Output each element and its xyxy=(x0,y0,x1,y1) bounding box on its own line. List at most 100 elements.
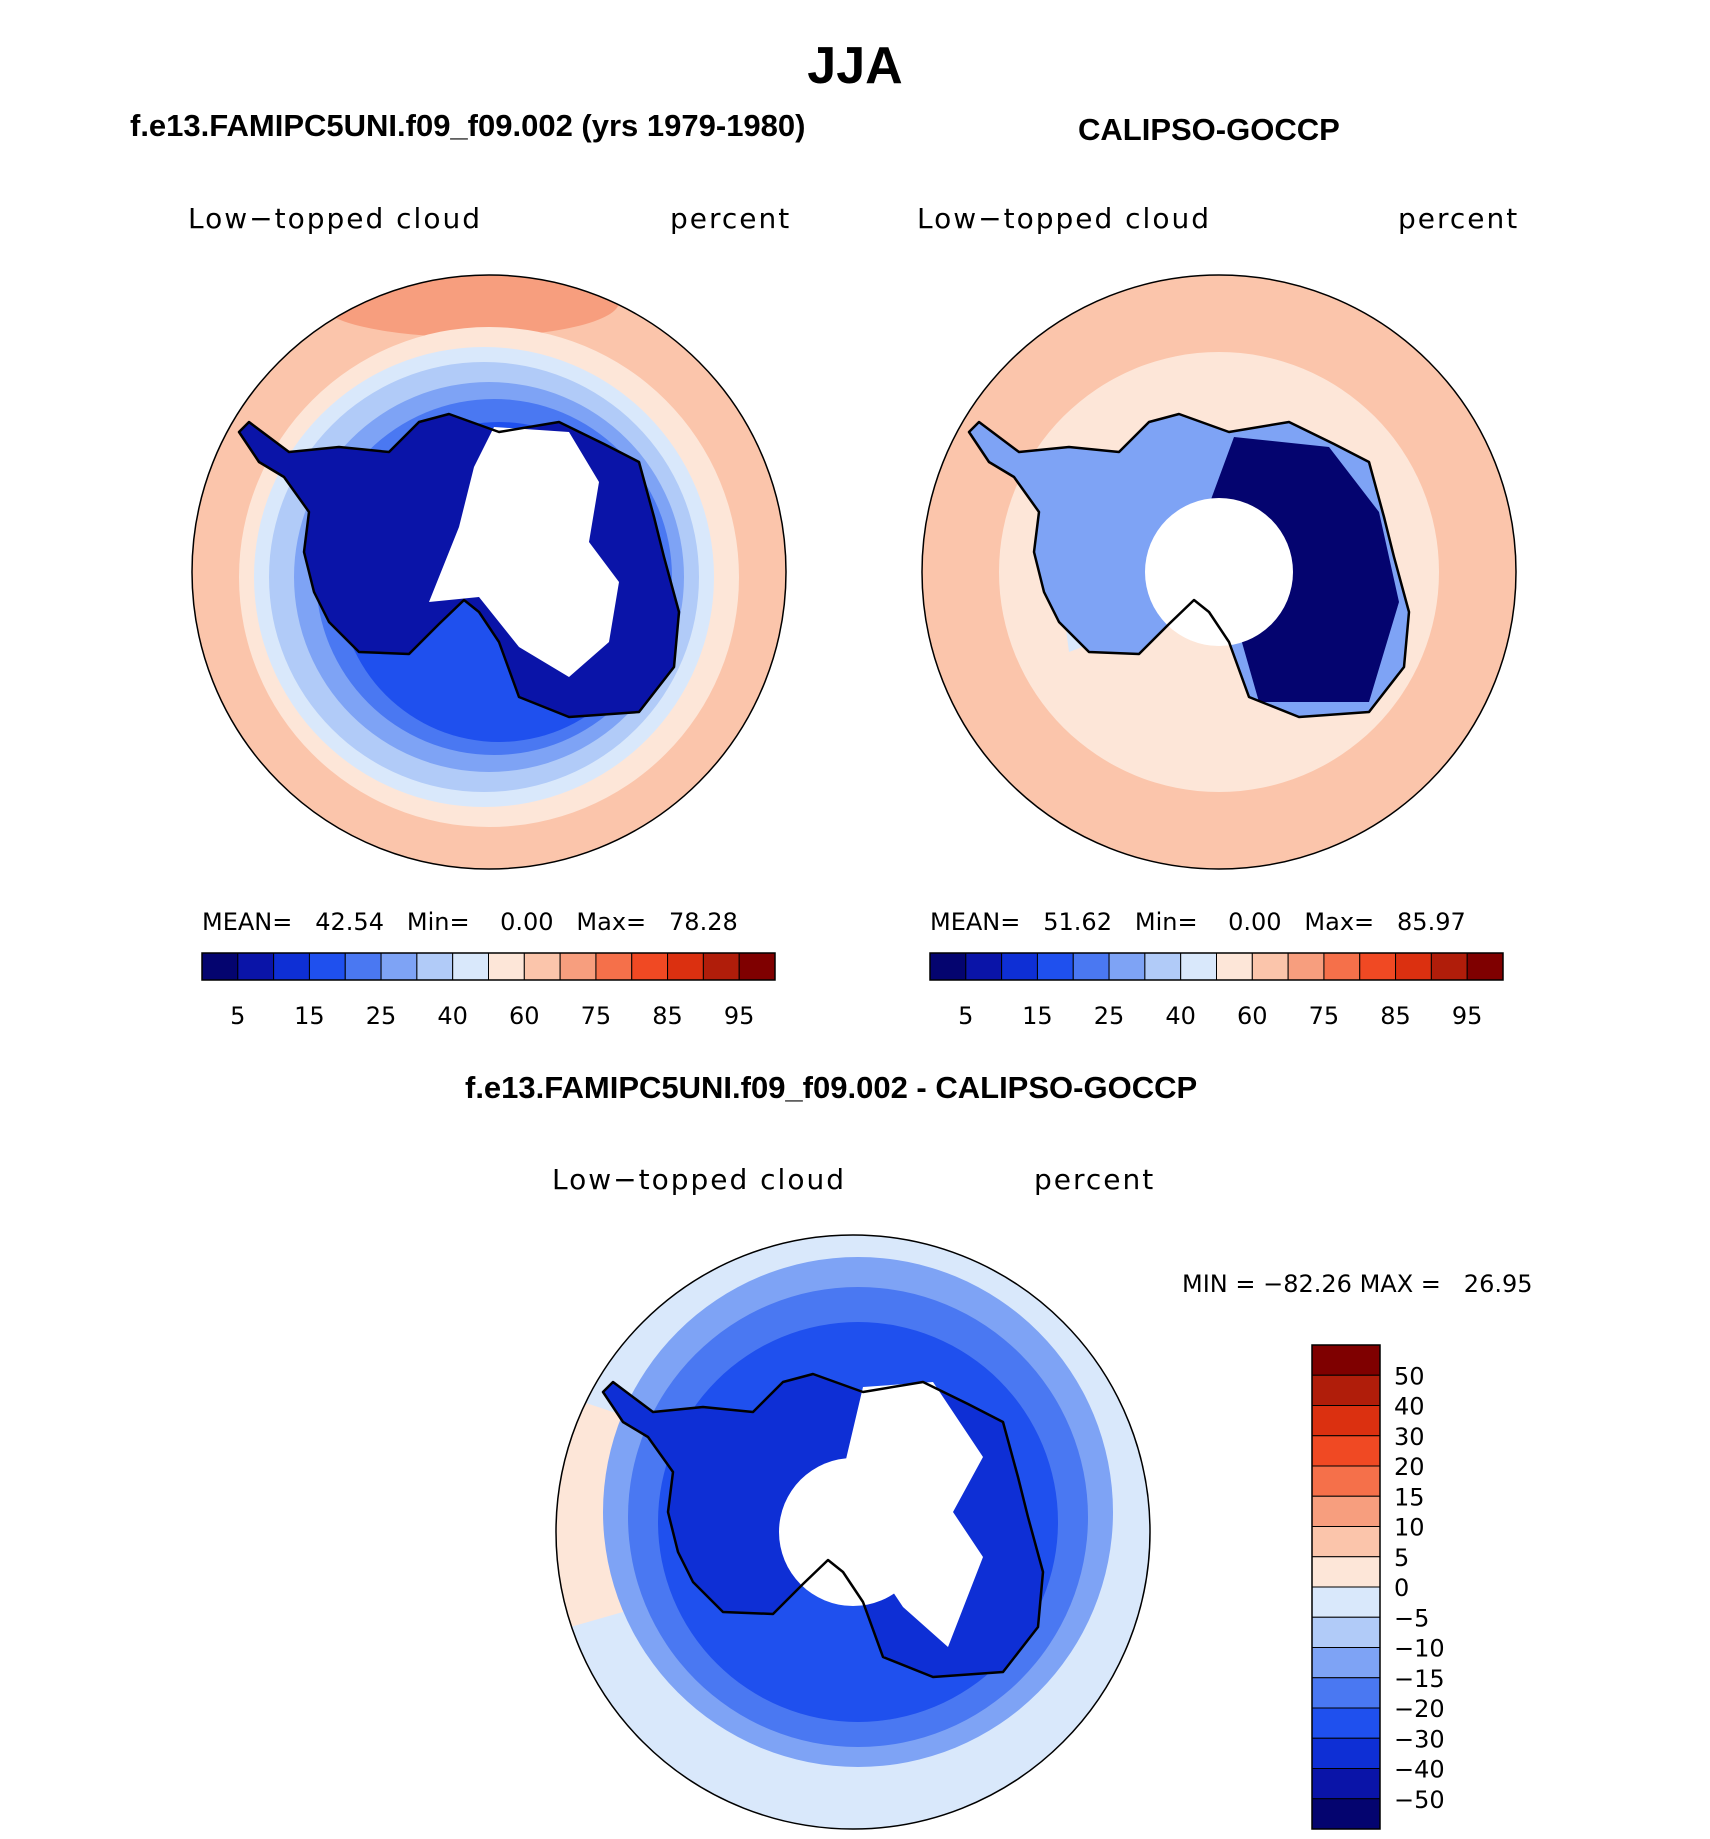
obs-colorbar-box xyxy=(929,952,967,981)
diff-units-label: percent xyxy=(1034,1163,1156,1196)
obs-stats: MEAN= 51.62 Min= 0.00 Max= 85.97 xyxy=(930,908,1466,936)
obs-variable-label: Low−topped cloud xyxy=(917,202,1211,235)
model-colorbar-box xyxy=(523,952,561,981)
model-colorbar-frame xyxy=(201,952,776,981)
diff-colorbar-box xyxy=(1311,1707,1381,1739)
obs-units-label: percent xyxy=(1398,202,1520,235)
diff-colorbar-box xyxy=(1311,1556,1381,1588)
obs-colorbar-box xyxy=(1001,952,1038,981)
model-colorbar-box xyxy=(452,952,489,981)
diff-coastline xyxy=(601,1372,1045,1679)
diff-colorbar-label: −50 xyxy=(1394,1786,1445,1814)
obs-colorbar-label: 25 xyxy=(1094,1002,1125,1030)
diff-colorbar-box xyxy=(1311,1586,1381,1618)
model-colorbar-box xyxy=(488,952,525,981)
model-colorbar-label: 15 xyxy=(294,1002,325,1030)
obs-coastline xyxy=(967,412,1411,719)
model-colorbar-label: 60 xyxy=(509,1002,540,1030)
diff-variable-label: Low−topped cloud xyxy=(552,1163,846,1196)
obs-colorbar-box xyxy=(1144,952,1182,981)
model-colorbar-box xyxy=(702,952,740,981)
model-colorbar-label: 25 xyxy=(366,1002,397,1030)
diff-colorbar-label: 5 xyxy=(1394,1544,1409,1572)
obs-colorbar-label: 85 xyxy=(1380,1002,1411,1030)
obs-polar-map xyxy=(922,275,1516,869)
diff-colorbar-box xyxy=(1311,1768,1381,1800)
obs-colorbar-box xyxy=(965,952,1003,981)
diff-colorbar-box xyxy=(1311,1647,1381,1679)
model-colorbar-label: 5 xyxy=(230,1002,245,1030)
diff-colorbar-box xyxy=(1311,1405,1381,1437)
model-colorbar-box xyxy=(631,952,669,981)
obs-colorbar-label: 95 xyxy=(1452,1002,1483,1030)
obs-polar-gap xyxy=(1145,498,1293,646)
model-colorbar-box xyxy=(738,952,776,981)
obs-colorbar-label: 75 xyxy=(1309,1002,1340,1030)
obs-colorbar-label: 5 xyxy=(958,1002,973,1030)
diff-colorbar-box xyxy=(1311,1616,1381,1648)
diff-colorbar-label: −5 xyxy=(1394,1604,1429,1632)
model-colorbar-label: 95 xyxy=(724,1002,755,1030)
diff-colorbar-label: −40 xyxy=(1394,1756,1445,1784)
model-colorbar-box xyxy=(201,952,239,981)
diff-map-border xyxy=(555,1234,1151,1830)
model-colorbar-box xyxy=(667,952,704,981)
obs-colorbar-box xyxy=(1072,952,1110,981)
diff-colorbar-box xyxy=(1311,1737,1381,1769)
model-colorbar-box xyxy=(344,952,382,981)
obs-colorbar-box xyxy=(1036,952,1074,981)
diff-colorbar-frame xyxy=(1311,1344,1381,1830)
obs-colorbar-box xyxy=(1395,952,1432,981)
obs-colorbar-box xyxy=(1216,952,1253,981)
diff-colorbar-label: −15 xyxy=(1394,1665,1445,1693)
diff-colorbar-box xyxy=(1311,1526,1381,1558)
diff-colorbar-box xyxy=(1311,1344,1381,1376)
diff-polar-map xyxy=(556,1235,1150,1829)
diff-colorbar-box xyxy=(1311,1465,1381,1497)
diff-colorbar-box xyxy=(1311,1677,1381,1709)
model-colorbar-box xyxy=(559,952,597,981)
model-map-border xyxy=(191,274,787,870)
obs-colorbar-label: 60 xyxy=(1237,1002,1268,1030)
diff-colorbar-label: 20 xyxy=(1394,1453,1425,1481)
model-colorbar-box xyxy=(380,952,418,981)
model-colorbar-label: 40 xyxy=(437,1002,468,1030)
obs-colorbar-box xyxy=(1359,952,1397,981)
model-colorbar-box xyxy=(308,952,346,981)
model-colorbar-label: 75 xyxy=(581,1002,612,1030)
diff-colorbar-box xyxy=(1311,1435,1381,1467)
obs-colorbar-box xyxy=(1108,952,1146,981)
model-colorbar-box xyxy=(237,952,275,981)
model-stats: MEAN= 42.54 Min= 0.00 Max= 78.28 xyxy=(202,908,738,936)
model-variable-label: Low−topped cloud xyxy=(188,202,482,235)
obs-map-border xyxy=(921,274,1517,870)
obs-colorbar-box xyxy=(1430,952,1468,981)
diff-colorbar-box xyxy=(1311,1798,1381,1830)
diff-colorbar-box xyxy=(1311,1495,1381,1527)
obs-colorbar-label: 40 xyxy=(1165,1002,1196,1030)
diff-colorbar-label: 40 xyxy=(1394,1393,1425,1421)
diff-colorbar-label: 0 xyxy=(1394,1574,1409,1602)
diff-colorbar-label: 50 xyxy=(1394,1362,1425,1390)
model-panel-title: f.e13.FAMIPC5UNI.f09_f09.002 (yrs 1979-1… xyxy=(130,108,806,143)
model-colorbar-box xyxy=(595,952,633,981)
model-colorbar-label: 85 xyxy=(652,1002,683,1030)
model-colorbar-box xyxy=(416,952,454,981)
diff-stats: MIN = −82.26 MAX = 26.95 xyxy=(1182,1270,1533,1298)
diff-colorbar-box xyxy=(1311,1374,1381,1406)
figure-title: JJA xyxy=(807,37,903,95)
model-colorbar-box xyxy=(273,952,310,981)
obs-colorbar-box xyxy=(1466,952,1504,981)
obs-colorbar-label: 15 xyxy=(1022,1002,1053,1030)
diff-colorbar-label: 15 xyxy=(1394,1483,1425,1511)
obs-colorbar-box xyxy=(1180,952,1217,981)
model-coastline xyxy=(237,412,681,719)
diff-polar-gap xyxy=(779,1458,927,1606)
obs-panel-title: CALIPSO-GOCCP xyxy=(1078,112,1340,147)
diff-colorbar-label: −20 xyxy=(1394,1695,1445,1723)
obs-colorbar-box xyxy=(1251,952,1289,981)
model-units-label: percent xyxy=(670,202,792,235)
obs-colorbar-box xyxy=(1323,952,1361,981)
diff-colorbar-label: 10 xyxy=(1394,1514,1425,1542)
